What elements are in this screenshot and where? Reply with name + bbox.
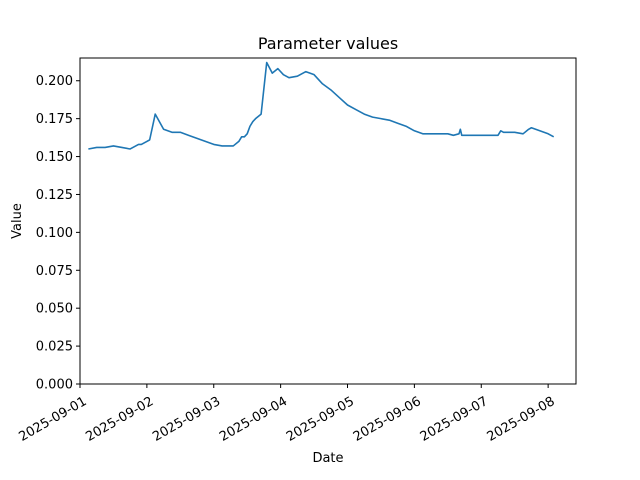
y-axis-label: Value bbox=[10, 203, 25, 239]
y-tick-label: 0.125 bbox=[36, 188, 73, 203]
x-tick-label: 2025-09-04 bbox=[217, 394, 290, 445]
x-tick-label: 2025-09-08 bbox=[485, 394, 558, 445]
chart-title: Parameter values bbox=[258, 34, 398, 53]
plot-frame bbox=[79, 57, 577, 385]
x-tick-label: 2025-09-01 bbox=[16, 394, 89, 445]
x-axis-label: Date bbox=[312, 451, 343, 466]
y-tick-label: 0.100 bbox=[36, 226, 73, 241]
x-tick-label: 2025-09-07 bbox=[418, 394, 491, 445]
y-tick-label: 0.050 bbox=[36, 302, 73, 317]
x-tick-label: 2025-09-02 bbox=[83, 394, 156, 445]
x-tick-label: 2025-09-03 bbox=[150, 394, 223, 445]
series-line-0 bbox=[88, 61, 555, 150]
x-axis: 2025-09-012025-09-022025-09-032025-09-04… bbox=[16, 384, 558, 445]
y-tick-label: 0.075 bbox=[36, 264, 73, 279]
y-tick-label: 0.175 bbox=[36, 112, 73, 127]
y-tick-label: 0.150 bbox=[36, 150, 73, 165]
y-tick-label: 0.000 bbox=[36, 378, 73, 393]
x-tick-label: 2025-09-06 bbox=[351, 394, 424, 445]
y-axis: 0.000 0.025 0.050 0.075 0.100 0.125 0.150 0.175… bbox=[36, 74, 80, 393]
y-tick-label: 0.025 bbox=[36, 340, 73, 355]
y-tick-label: 0.200 bbox=[36, 74, 73, 89]
plot-area bbox=[88, 61, 555, 150]
x-tick-label: 2025-09-05 bbox=[284, 394, 357, 445]
